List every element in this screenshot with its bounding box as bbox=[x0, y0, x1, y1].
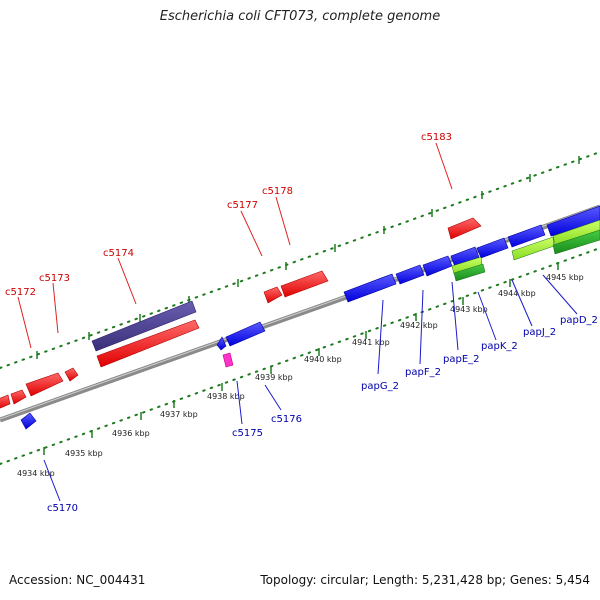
accession-label: Accession: NC_004431 bbox=[9, 573, 146, 587]
scale-label: 4935 kbp bbox=[65, 449, 103, 458]
gene-arrow[interactable] bbox=[96, 319, 200, 368]
green-feature[interactable] bbox=[552, 219, 600, 246]
green-features bbox=[451, 219, 600, 282]
forward-genes bbox=[0, 217, 482, 409]
scale-label: 4937 kbp bbox=[160, 410, 198, 419]
green-feature[interactable] bbox=[453, 263, 486, 282]
scale-label: 4941 kbp bbox=[352, 338, 390, 347]
gene-label[interactable]: papF_2 bbox=[405, 367, 441, 378]
gene-label[interactable]: papG_2 bbox=[361, 381, 399, 392]
gene-arrow[interactable] bbox=[507, 224, 546, 248]
reverse-genes bbox=[20, 205, 600, 430]
gene-label[interactable]: c5176 bbox=[271, 414, 302, 425]
forward-tick-track bbox=[0, 151, 600, 369]
scale-label: 4940 kbp bbox=[304, 355, 342, 364]
green-feature[interactable] bbox=[552, 229, 600, 255]
gene-arrow[interactable] bbox=[10, 389, 27, 405]
gene-label[interactable]: c5177 bbox=[227, 200, 258, 211]
gene-label[interactable]: c5174 bbox=[103, 248, 134, 259]
purple-feature[interactable] bbox=[91, 300, 197, 352]
gene-arrow[interactable] bbox=[25, 372, 64, 397]
gene-arrow[interactable] bbox=[64, 367, 79, 382]
scale-label: 4934 kbp bbox=[17, 469, 55, 478]
gene-arrow[interactable] bbox=[263, 286, 283, 304]
gene-label[interactable]: c5173 bbox=[39, 273, 70, 284]
gene-label[interactable]: papK_2 bbox=[481, 341, 518, 352]
gene-arrow[interactable] bbox=[225, 321, 266, 347]
gene-label[interactable]: papJ_2 bbox=[523, 327, 556, 338]
topology-label: Topology: circular; Length: 5,231,428 bp… bbox=[260, 573, 590, 587]
reverse-label-leaders bbox=[43, 274, 578, 502]
forward-label-leaders bbox=[17, 142, 453, 349]
scale-label: 4943 kbp bbox=[450, 305, 488, 314]
gene-arrow[interactable] bbox=[20, 412, 37, 430]
gene-arrow[interactable] bbox=[546, 205, 600, 237]
gene-label[interactable]: c5175 bbox=[232, 428, 263, 439]
map-title: Escherichia coli CFT073, complete genome bbox=[159, 9, 441, 24]
scale-label: 4936 kbp bbox=[112, 429, 150, 438]
reverse-tick-track bbox=[0, 247, 600, 465]
gene-arrow[interactable] bbox=[216, 336, 227, 351]
gene-arrow[interactable] bbox=[422, 255, 453, 277]
gene-label[interactable]: papE_2 bbox=[443, 354, 480, 365]
scale-label: 4939 kbp bbox=[255, 373, 293, 382]
gene-arrow[interactable] bbox=[0, 394, 11, 409]
scale-label: 4938 kbp bbox=[207, 392, 245, 401]
scale-label: 4944 kbp bbox=[498, 289, 536, 298]
gene-label[interactable]: c5172 bbox=[5, 287, 36, 298]
gene-label[interactable]: c5170 bbox=[47, 503, 78, 514]
gene-label[interactable]: papD_2 bbox=[560, 315, 598, 326]
gene-arrow[interactable] bbox=[280, 270, 329, 298]
scale-label: 4942 kbp bbox=[400, 321, 438, 330]
reverse-major-ticks bbox=[43, 262, 559, 455]
gene-arrow[interactable] bbox=[343, 273, 397, 303]
gene-label[interactable]: c5178 bbox=[262, 186, 293, 197]
gene-arrow[interactable] bbox=[450, 246, 480, 268]
pink-feature[interactable] bbox=[222, 352, 234, 368]
scale-label: 4945 kbp bbox=[546, 273, 584, 282]
gene-arrow[interactable] bbox=[447, 217, 482, 240]
gene-label[interactable]: c5183 bbox=[421, 132, 452, 143]
gene-arrow[interactable] bbox=[395, 264, 425, 285]
gene-arrow[interactable] bbox=[476, 237, 509, 259]
